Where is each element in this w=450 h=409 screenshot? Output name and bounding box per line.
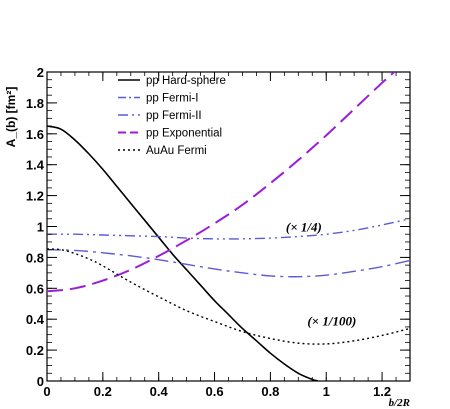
- x-tick-label: 0.6: [205, 384, 223, 399]
- legend-label-pp-fermi-ii: pp Fermi-II: [146, 110, 202, 122]
- annotation-label: (× 1/4): [286, 220, 322, 235]
- x-tick-label: 0: [43, 384, 50, 399]
- plot-frame: [46, 71, 411, 382]
- annotation-label: (× 1/100): [307, 314, 356, 329]
- legend-label-pp-fermi-i: pp Fermi-I: [146, 93, 198, 105]
- annotations: (× 1/4) (× 1/100): [286, 220, 356, 329]
- y-tick-label: 1.2: [26, 189, 44, 204]
- ticks-group: 0 0.2 0.4 0.6 0.8 1 1.2 0 0.2 0.4 0.6 0.8 1 1.2 1.4 1.6…: [26, 65, 411, 399]
- x-tick-label: 0.8: [261, 384, 279, 399]
- series-group: [47, 72, 410, 381]
- legend-label-pp-hard-sphere: pp Hard-sphere: [146, 75, 226, 87]
- series-line-pp-exponential: [47, 72, 396, 293]
- series-line-pp-hard-sphere: [47, 125, 319, 381]
- plot-frame-group: [46, 71, 411, 382]
- y-tick-label: 1.6: [26, 127, 44, 142]
- legend: pp Hard-sphere pp Fermi-I pp Fermi-II pp Ex…: [118, 75, 226, 157]
- y-tick-label: 0.6: [26, 281, 44, 296]
- y-tick-label: 0: [37, 374, 44, 389]
- series-line-pp-fermi-ii: [47, 218, 410, 240]
- y-tick-label: 1.4: [26, 158, 45, 173]
- y-tick-label: 2: [37, 65, 44, 80]
- x-tick-label: 0.4: [150, 384, 169, 399]
- y-tick-label: 0.2: [26, 343, 44, 358]
- y-tick-label: 1.8: [26, 96, 44, 111]
- x-tick-label: 1: [323, 384, 330, 399]
- legend-label-pp-exponential: pp Exponential: [146, 128, 222, 140]
- series-line-auau-fermi: [47, 248, 410, 345]
- y-axis-label: A_(b) [fm²]: [4, 87, 18, 148]
- y-tick-label: 0.4: [26, 312, 45, 327]
- legend-label-auau-fermi: AuAu Fermi: [146, 145, 207, 157]
- series-line-pp-fermi-i: [47, 248, 410, 278]
- x-axis-label: b/2R: [389, 397, 410, 409]
- y-tick-label: 0.8: [26, 250, 44, 265]
- y-tick-label: 1: [37, 220, 44, 235]
- x-tick-label: 1.2: [373, 384, 391, 399]
- x-tick-label: 0.2: [94, 384, 112, 399]
